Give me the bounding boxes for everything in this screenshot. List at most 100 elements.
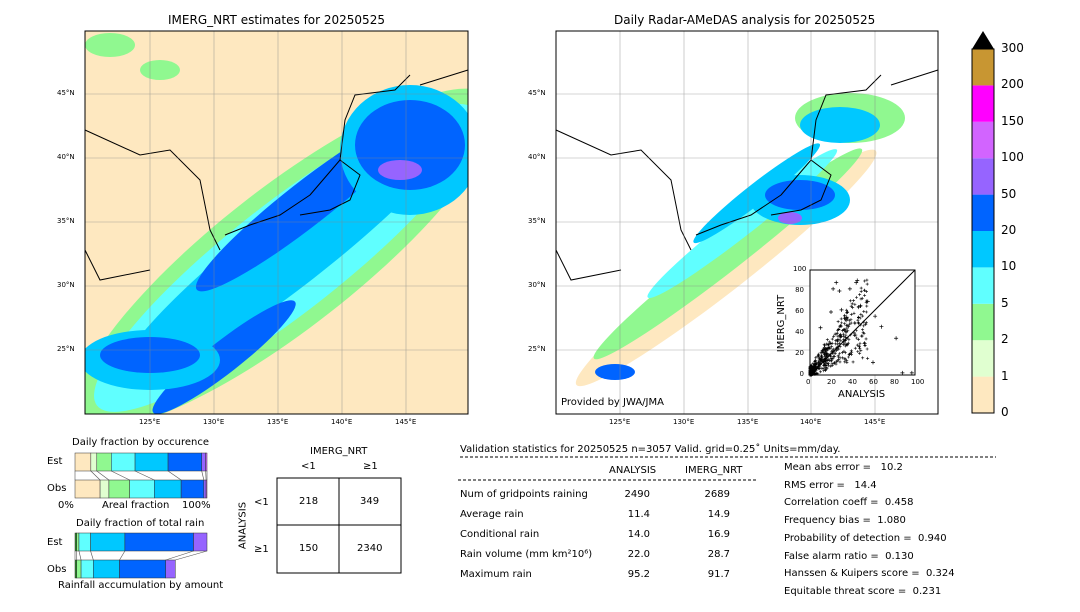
scatter-point bbox=[831, 347, 835, 351]
stat-imerg-value: 91.7 bbox=[707, 569, 730, 580]
imerg-map bbox=[85, 31, 468, 414]
stat-analysis-value: 14.0 bbox=[627, 529, 650, 540]
colorbar-tick-label: 1 bbox=[1001, 368, 1009, 383]
lon-label: 125°E bbox=[609, 418, 631, 426]
scatter-point bbox=[847, 338, 851, 342]
scatter-point bbox=[864, 290, 868, 294]
scatter-point bbox=[842, 327, 846, 331]
scatter-point bbox=[845, 311, 849, 315]
scatter-point bbox=[844, 308, 848, 312]
lat-label: 45°N bbox=[57, 89, 75, 97]
scatter-point bbox=[824, 352, 828, 356]
lat-label: 35°N bbox=[57, 217, 75, 225]
scatter-point bbox=[837, 358, 841, 362]
scatter-point bbox=[820, 349, 824, 353]
est-label: Est bbox=[47, 456, 63, 467]
fraction-segment bbox=[134, 452, 169, 472]
scatter-point bbox=[843, 313, 847, 317]
scatter-point bbox=[827, 353, 831, 357]
scatter-point bbox=[846, 329, 850, 333]
colorbar-band bbox=[972, 194, 994, 231]
scatter-point bbox=[862, 341, 867, 346]
scatter-point bbox=[831, 349, 835, 353]
fraction-segment bbox=[203, 479, 207, 499]
cell: 218 bbox=[299, 496, 319, 507]
score-line: RMS error = 14.4 bbox=[784, 479, 877, 491]
scatter-point bbox=[839, 317, 843, 321]
lon-label: 145°E bbox=[395, 418, 417, 426]
scatter-point bbox=[829, 355, 833, 359]
scatter-point bbox=[844, 323, 848, 327]
scatter-point bbox=[842, 334, 846, 338]
scatter-point bbox=[809, 364, 813, 368]
scatter-point bbox=[823, 343, 827, 347]
scatter-point bbox=[844, 339, 848, 343]
scatter-point bbox=[844, 330, 848, 334]
total-rain-title: Daily fraction of total rain bbox=[76, 518, 205, 529]
fraction-segment bbox=[93, 559, 120, 579]
scatter-point bbox=[842, 349, 846, 353]
stat-imerg-value: 16.9 bbox=[707, 529, 730, 540]
fraction-segment bbox=[180, 479, 205, 499]
scatter-x-tick: 60 bbox=[869, 378, 878, 386]
scatter-point bbox=[850, 350, 854, 354]
scatter-point bbox=[865, 347, 869, 351]
scatter-point bbox=[854, 280, 859, 285]
scatter-point bbox=[844, 315, 849, 320]
stat-analysis-value: 95.2 bbox=[627, 569, 650, 580]
scatter-y-tick: 80 bbox=[795, 286, 804, 294]
scatter-point bbox=[852, 331, 857, 335]
lat-label: 30°N bbox=[57, 281, 75, 289]
scatter-point bbox=[861, 314, 865, 318]
scatter-point bbox=[832, 361, 836, 365]
scatter-point bbox=[821, 358, 825, 362]
scatter-point bbox=[833, 332, 837, 336]
scatter-point bbox=[862, 332, 866, 336]
scatter-point bbox=[856, 306, 860, 310]
scatter-point bbox=[823, 355, 827, 359]
scatter-x-tick: 40 bbox=[848, 378, 857, 386]
score-line: Mean abs error = 10.2 bbox=[784, 462, 903, 473]
scatter-point bbox=[839, 307, 844, 312]
scatter-point bbox=[838, 345, 842, 349]
scatter-point bbox=[844, 333, 848, 337]
scatter-point bbox=[812, 363, 816, 367]
score-line: Frequency bias = 1.080 bbox=[784, 515, 906, 527]
scatter-point bbox=[857, 337, 861, 341]
scatter-point bbox=[847, 322, 851, 326]
scatter-point bbox=[815, 366, 819, 370]
occurrence-title: Daily fraction by occurence bbox=[72, 437, 210, 448]
scatter-point bbox=[830, 362, 834, 366]
scatter-point bbox=[845, 326, 849, 330]
scatter-point bbox=[864, 337, 868, 341]
scatter-point bbox=[824, 357, 828, 361]
scatter-point bbox=[855, 336, 859, 340]
scatter-point bbox=[894, 336, 899, 341]
scatter-point bbox=[847, 319, 851, 323]
scatter-point bbox=[836, 342, 840, 346]
stat-analysis-value: 11.4 bbox=[627, 509, 650, 520]
score-line: Equitable threat score = 0.231 bbox=[784, 585, 942, 597]
scatter-point bbox=[848, 352, 852, 356]
lat-label: 25°N bbox=[528, 345, 546, 353]
scatter-point bbox=[830, 345, 834, 349]
scatter-point bbox=[857, 322, 861, 326]
scatter-point bbox=[851, 360, 855, 364]
scatter-x-tick: 80 bbox=[890, 378, 899, 386]
scatter-y-tick: 0 bbox=[799, 370, 804, 378]
scatter-point bbox=[819, 357, 823, 361]
scatter-point bbox=[829, 364, 833, 368]
areal-fraction-label: Areal fraction bbox=[102, 500, 170, 511]
lat-label: 40°N bbox=[528, 153, 546, 161]
scatter-point bbox=[838, 335, 842, 339]
fraction-segment bbox=[201, 452, 206, 472]
scatter-point bbox=[841, 332, 845, 336]
colorbar-band bbox=[972, 85, 994, 122]
colorbar-band bbox=[972, 376, 994, 413]
obs-label: Obs bbox=[47, 483, 67, 494]
scatter-point bbox=[843, 360, 847, 364]
scatter-point bbox=[825, 348, 829, 352]
scatter-point bbox=[809, 367, 813, 371]
scatter-point bbox=[857, 344, 861, 348]
score-line: Probability of detection = 0.940 bbox=[784, 532, 947, 544]
